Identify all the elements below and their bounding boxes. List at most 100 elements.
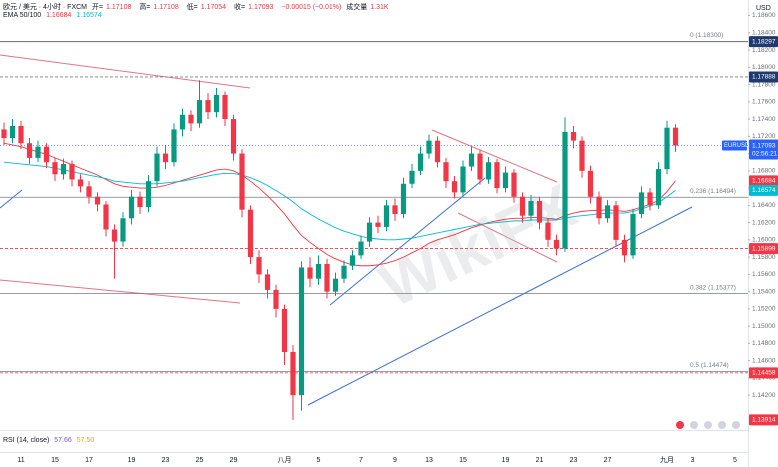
- trend-line: [329, 177, 486, 306]
- fib-label: 0.382 (1.15377): [690, 284, 736, 291]
- x-tick-label: 19: [128, 457, 136, 464]
- icon: [704, 421, 712, 429]
- candle-body: [494, 162, 500, 189]
- candle-body: [375, 222, 381, 227]
- candle-body: [400, 183, 407, 214]
- stat: 开= 1.17108: [92, 4, 134, 11]
- candle-body: [621, 239, 628, 256]
- level-badge-label: 1.18297: [752, 38, 776, 45]
- stat-value: 1.17108: [106, 4, 132, 11]
- x-tick-label: 23: [162, 457, 170, 464]
- ema-value: 1.16574: [76, 12, 102, 19]
- ema-badge: [749, 184, 778, 196]
- candle-body: [562, 132, 568, 249]
- x-tick-label: 八月: [278, 456, 292, 464]
- candle-body: [468, 153, 475, 167]
- level-badge: [749, 243, 778, 255]
- candle-body: [545, 222, 551, 240]
- candle-body: [655, 169, 662, 206]
- x-tick-label: 27: [604, 457, 612, 464]
- level-badge: [749, 71, 778, 83]
- candle-body: [332, 278, 339, 292]
- candle-body: [596, 196, 602, 219]
- candle-body: [570, 132, 577, 141]
- y-tick-label: 1.15400: [752, 288, 776, 295]
- candle-body: [613, 205, 619, 240]
- toolbar-icons: [676, 421, 740, 429]
- rsi-value: 57.66: [54, 437, 72, 444]
- candle-body: [383, 205, 390, 227]
- candle-body: [349, 255, 356, 266]
- fib-label: 0.236 (1.16494): [690, 188, 736, 195]
- rsi-value: 57.50: [76, 437, 95, 444]
- candle-body: [128, 196, 135, 219]
- header: 欧元 / 美元 · 4小时 · FXCM 开= 1.17108 高= 1.17108…: [3, 2, 395, 12]
- y-tick-label: 1.14800: [752, 340, 776, 347]
- candle-body: [307, 267, 313, 279]
- candle-body: [298, 267, 305, 396]
- candle-body: [281, 308, 288, 353]
- y-tick-label: 1.15200: [752, 306, 776, 313]
- stat-label: 低=: [186, 4, 198, 11]
- candle-body: [664, 127, 670, 170]
- y-tick-label: 1.18200: [752, 47, 776, 54]
- candle-body: [553, 239, 560, 249]
- candle-body: [213, 94, 220, 113]
- candle-body: [1, 129, 7, 139]
- candle-body: [230, 119, 237, 154]
- x-tick-label: 9: [393, 457, 397, 464]
- candle-body: [120, 218, 126, 242]
- x-tick-label: 19: [502, 457, 510, 464]
- candle-body: [86, 186, 92, 197]
- ema-badge-label: 1.16574: [752, 187, 776, 194]
- candle-body: [358, 241, 364, 256]
- ema-title: EMA 50/100: [3, 12, 42, 19]
- level-badge-label: 1.13914: [752, 417, 776, 424]
- y-tick-label: 1.16000: [752, 237, 776, 244]
- trend-line: [431, 129, 558, 183]
- currency-label: USD: [756, 5, 771, 12]
- candle-body: [536, 201, 543, 223]
- candle-body: [434, 140, 441, 163]
- y-tick-label: 1.18000: [752, 64, 776, 71]
- trend-line: [0, 54, 251, 89]
- candle-body: [77, 179, 84, 187]
- stat-value: 1.17093: [248, 4, 274, 11]
- candle-body: [290, 352, 296, 396]
- candle-body: [519, 196, 526, 216]
- candle-body: [103, 204, 109, 230]
- x-tick-label: 21: [536, 457, 544, 464]
- x-tick-label: 7: [359, 457, 363, 464]
- stat: 成交量 1.31K: [346, 4, 391, 11]
- candle-body: [222, 94, 228, 120]
- candle-body: [502, 172, 509, 189]
- trend-line: [307, 206, 693, 406]
- symbol-badge: [722, 140, 747, 151]
- rsi-title: RSI (14, close): [3, 437, 50, 444]
- x-tick-label: 17: [85, 457, 93, 464]
- trend-line: [0, 279, 241, 304]
- stat-value: 1.17054: [200, 4, 227, 11]
- level-badge-label: 1.14458: [752, 370, 776, 377]
- icon: [732, 421, 740, 429]
- candle-body: [196, 100, 203, 124]
- level-badge: [749, 414, 778, 426]
- candle-body: [43, 146, 50, 163]
- rsi-legend: RSI (14, close) 57.66 57.50: [3, 437, 97, 444]
- ema-legend: EMA 50/100 1.16684 1.16574: [3, 12, 105, 19]
- last-price-badge: [749, 139, 778, 160]
- candle-body: [52, 162, 58, 175]
- candle-body: [239, 153, 245, 210]
- candle-body: [69, 163, 75, 180]
- candle-body: [111, 229, 118, 242]
- countdown-label: 02:56:21: [752, 150, 778, 157]
- candle-body: [630, 213, 636, 256]
- candle-body: [417, 153, 424, 171]
- level-badge: [749, 367, 778, 379]
- candle-body: [9, 125, 16, 139]
- y-tick-label: 1.18600: [752, 12, 776, 19]
- x-tick-label: 5: [317, 457, 321, 464]
- candle-body: [324, 264, 330, 292]
- candle-body: [638, 192, 645, 214]
